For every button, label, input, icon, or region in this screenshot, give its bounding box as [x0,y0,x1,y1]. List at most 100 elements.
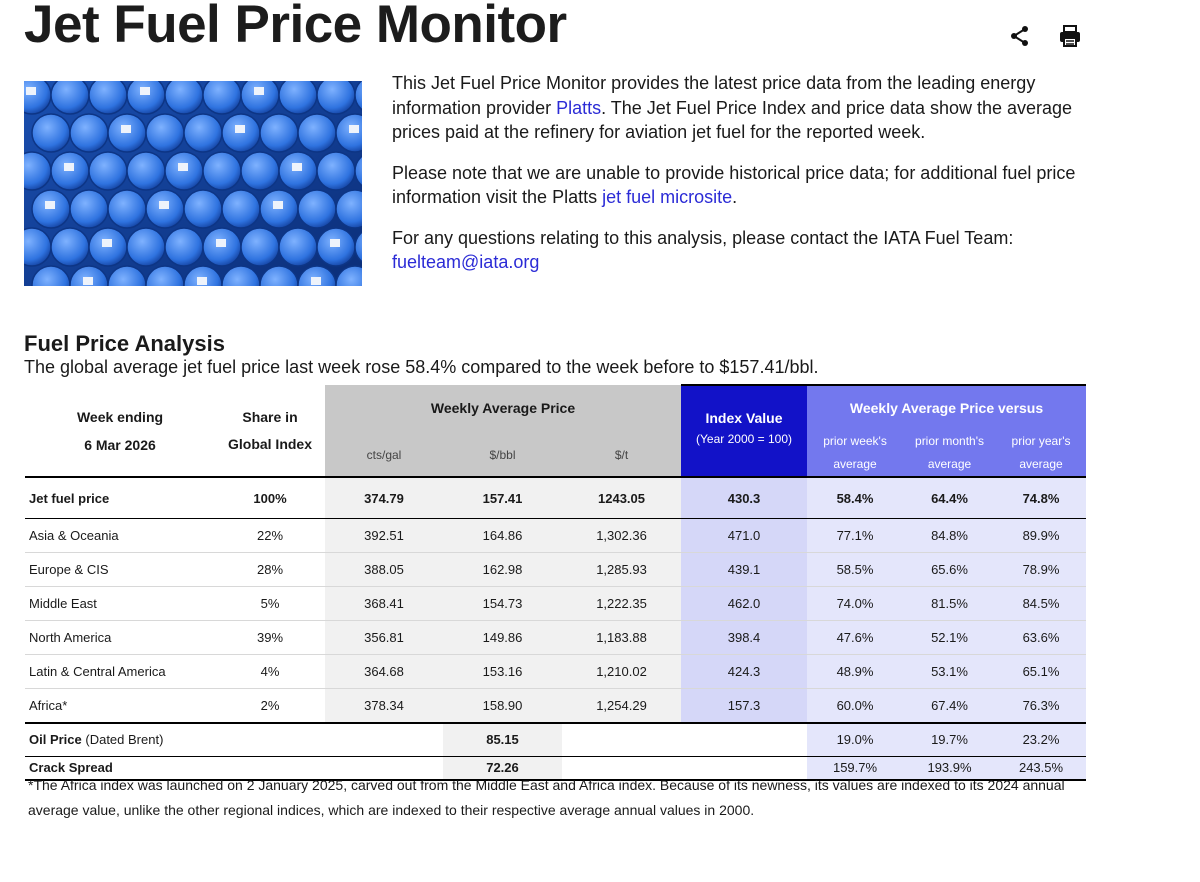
share-icon[interactable] [1008,24,1032,48]
header-cell: Week ending [76,408,164,425]
barrel [145,113,185,153]
price-table: Week ending 6 Mar 2026 Share in Global I… [25,384,1087,781]
header-cell: Weekly Average Price versus [807,384,1087,430]
table-cell: North America [25,620,215,655]
barrel [240,81,280,115]
table-cell: 356.81 [325,620,443,655]
barrel [50,81,90,115]
barrel [164,227,204,267]
table-cell: 19.7% [903,723,997,756]
page-title: Jet Fuel Price Monitor [24,0,567,54]
barrel-label [292,163,302,171]
table-row: Middle East 5% 368.41 154.73 1,222.35 462.0 74… [25,586,1087,621]
link[interactable]: fuelteam@iata.org [392,252,540,272]
barrel [88,81,128,115]
paragraph: For any questions relating to this analy… [392,226,1092,275]
barrel [88,151,128,191]
barrel [126,227,166,267]
table-cell: 28% [215,552,325,587]
link[interactable]: Platts [556,97,602,118]
table-cell: 58.5% [807,552,904,587]
paragraph: Please note that we are unable to provid… [392,161,1092,210]
table-cell: Europe & CIS [25,552,215,587]
summary: The global average jet fuel price last w… [24,357,819,377]
table-row: Crack Spread 72.26 159.7% 193.9% 243.5% [25,756,1087,780]
barrel-label [64,163,74,171]
table-cell: Latin & Central America [25,654,215,689]
barrel [69,189,109,229]
table-cell: 1,210.02 [562,654,682,689]
table-row: Asia & Oceania 22% 392.51 164.86 1,302.36 471… [25,518,1087,553]
table-row: Latin & Central America 4% 364.68 153.16 1,2… [25,654,1087,689]
table-cell: 64.4% [903,476,997,519]
header-cell: Share in Global Index [215,385,325,478]
table-cell: 149.86 [443,620,562,655]
barrel [183,189,223,229]
barrel [107,189,147,229]
header-cell: Weekly Average Price [325,385,682,430]
table-cell: 424.3 [681,654,808,689]
link[interactable]: jet fuel microsite [602,187,733,207]
table-row: Europe & CIS 28% 388.05 162.98 1,285.93 439.1… [25,552,1087,587]
table-cell: 39% [215,620,325,655]
table-cell: Crack Spread [25,756,443,780]
table-cell: 193.9% [903,756,997,780]
table-cell: 1,222.35 [562,586,682,621]
barrels-image [24,81,362,286]
header-cell: cts/gal [325,430,443,477]
table-cell: 154.73 [443,586,562,621]
barrel-label [121,125,131,133]
barrel [259,113,299,153]
barrel-label [311,277,321,285]
barrel-label [140,87,150,95]
barrel-label [197,277,207,285]
barrel-label [102,239,112,247]
barrel [164,81,204,115]
barrel [202,151,242,191]
barrel [278,81,318,115]
header-cell: $/bbl [443,430,562,477]
barrel [316,81,356,115]
barrel [50,227,90,267]
barrel-label [273,201,283,209]
barrel-label [178,163,188,171]
table-cell: 153.16 [443,654,562,689]
table-cell: 392.51 [325,518,443,553]
print-icon[interactable] [1058,24,1082,48]
barrel [126,81,166,115]
table-cell: 67.4% [903,688,997,724]
text: . The Jet Fuel Price Index and price dat… [392,97,1073,143]
table-cell: 439.1 [681,552,808,587]
table-cell: 388.05 [325,552,443,587]
table-cell: 1243.05 [562,476,682,519]
table-cell: 1,254.29 [562,688,682,724]
table-cell: 81.5% [903,586,997,621]
barrel [183,113,223,153]
barrel [202,81,242,115]
table-cell: Jet fuel price [25,476,215,519]
table-row: North America 39% 356.81 149.86 1,183.88 398.… [25,620,1087,655]
table-cell: 63.6% [996,620,1087,655]
barrel [69,113,109,153]
table-cell: 48.9% [807,654,904,689]
table-cell: 23.2% [996,723,1087,756]
header-cell: (Year 2000 = 100) [681,430,808,477]
table-cell: 157.3 [681,688,808,724]
barrel-label [159,201,169,209]
table-cell: 84.8% [903,518,997,553]
barrel-label [26,87,36,95]
table-cell: Middle East [25,586,215,621]
table-cell: 1,302.36 [562,518,682,553]
header-cell: Index Value [681,384,808,430]
table-cell: 5% [215,586,325,621]
table-cell: 100% [215,476,325,519]
table-cell: 65.6% [903,552,997,587]
table-cell: 84.5% [996,586,1087,621]
table-cell: 4% [215,654,325,689]
table-cell: 159.7% [807,756,904,780]
barrel [278,227,318,267]
table-cell: 47.6% [807,620,904,655]
table-cell: 398.4 [681,620,808,655]
table-cell: 364.68 [325,654,443,689]
